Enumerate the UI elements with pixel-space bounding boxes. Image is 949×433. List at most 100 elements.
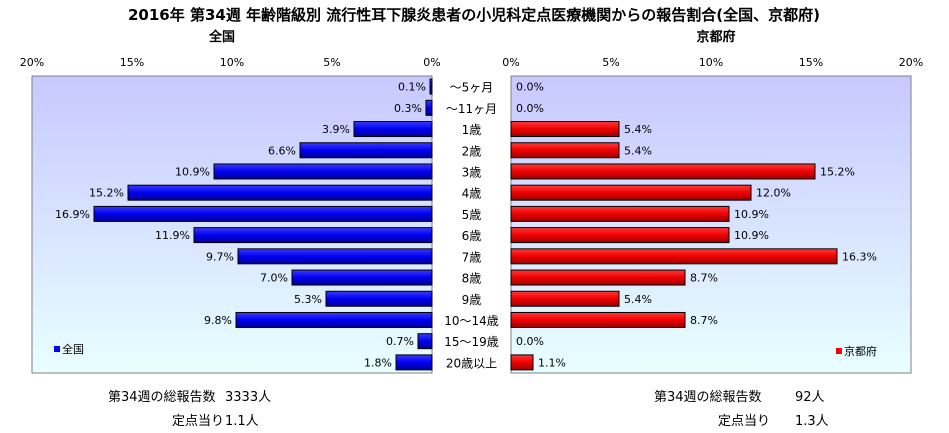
- right-bar: [510, 205, 730, 222]
- right-bar: [510, 142, 620, 159]
- right-bar: [510, 269, 686, 286]
- category-label: ～11ヶ月: [446, 102, 497, 116]
- right-data-label: 12.0%: [756, 187, 791, 200]
- right-x-tick-label: 0%: [502, 56, 519, 69]
- right-x-tick-label: 5%: [602, 56, 619, 69]
- left-data-label: 0.3%: [394, 102, 422, 115]
- left-data-label: 1.8%: [364, 356, 392, 369]
- left-bar: [93, 205, 433, 222]
- left-bar: [291, 269, 433, 286]
- right-bar: [510, 227, 730, 244]
- category-label: 10～14歳: [444, 314, 499, 328]
- left-data-label: 3.9%: [322, 123, 350, 136]
- right-bars: 0.0% 0.0% 5.4% 5.4% 15.2% 12.0% 10.9% 10.9% 16.3…: [510, 81, 877, 371]
- right-data-label: 15.2%: [820, 165, 855, 178]
- category-label: 3歳: [462, 165, 482, 179]
- left-data-label: 9.7%: [206, 250, 234, 263]
- category-label: ～5ヶ月: [450, 81, 494, 95]
- left-bar: [299, 142, 433, 159]
- right-x-tick-label: 15%: [799, 56, 823, 69]
- right-x-ticks: 0% 5% 10% 15% 20%: [502, 56, 923, 69]
- left-bar: [417, 333, 433, 350]
- category-label: 4歳: [462, 187, 482, 201]
- right-bar: [510, 163, 816, 180]
- category-label: 1歳: [462, 123, 482, 137]
- right-data-label: 5.4%: [624, 144, 652, 157]
- left-legend: 全国: [54, 342, 84, 356]
- right-data-label: 16.3%: [842, 250, 877, 263]
- right-per-label: 定点当り: [718, 414, 771, 429]
- left-data-label: 0.7%: [386, 335, 414, 348]
- left-bar: [237, 248, 433, 265]
- left-legend-label: 全国: [62, 342, 84, 356]
- right-data-label: 0.0%: [516, 335, 544, 348]
- left-data-label: 10.9%: [175, 165, 210, 178]
- left-per-value: 1.1人: [225, 414, 259, 429]
- left-bar: [325, 290, 433, 307]
- left-bar: [425, 99, 433, 116]
- right-legend-label: 京都府: [844, 344, 877, 358]
- right-legend-swatch: [836, 348, 842, 354]
- category-label: 7歳: [462, 250, 482, 264]
- category-label: 2歳: [462, 144, 482, 158]
- right-data-label: 8.7%: [690, 314, 718, 327]
- left-bar: [127, 184, 433, 201]
- category-labels: ～5ヶ月 ～11ヶ月 1歳 2歳 3歳 4歳 5歳 6歳 7歳 8歳 9歳 10～14歳 15～19歳 2…: [444, 81, 499, 371]
- left-panel-title: 全国: [208, 29, 235, 45]
- right-data-label: 8.7%: [690, 272, 718, 285]
- left-x-tick-label: 5%: [323, 56, 340, 69]
- left-x-tick-label: 20%: [20, 56, 44, 69]
- left-bars: 0.1% 0.3% 3.9% 6.6% 10.9% 15.2% 16.9% 11.9% 9.7%…: [55, 78, 433, 371]
- right-per-value: 1.3人: [795, 414, 829, 429]
- left-data-label: 16.9%: [55, 208, 90, 221]
- right-data-label: 5.4%: [624, 293, 652, 306]
- category-label: 8歳: [462, 272, 482, 286]
- category-label: 15～19歳: [444, 335, 499, 349]
- left-x-tick-label: 15%: [120, 56, 144, 69]
- left-legend-swatch: [54, 346, 60, 352]
- category-label: 20歳以上: [446, 356, 497, 370]
- right-panel-title: 京都府: [696, 29, 735, 45]
- left-data-label: 9.8%: [204, 314, 232, 327]
- right-data-label: 1.1%: [538, 356, 566, 369]
- right-x-tick-label: 20%: [899, 56, 923, 69]
- right-total-label: 第34週の総報告数: [654, 390, 762, 405]
- right-legend: 京都府: [836, 344, 877, 358]
- right-bar: [510, 290, 620, 307]
- left-bar: [353, 121, 433, 138]
- category-label: 9歳: [462, 293, 482, 307]
- right-bar: [510, 311, 686, 328]
- left-data-label: 11.9%: [155, 229, 190, 242]
- left-data-label: 5.3%: [294, 293, 322, 306]
- right-data-label: 5.4%: [624, 123, 652, 136]
- right-bar: [510, 354, 534, 371]
- left-bar: [193, 227, 433, 244]
- right-plot-area: [510, 75, 912, 374]
- left-bar: [235, 311, 433, 328]
- right-x-tick-label: 10%: [699, 56, 723, 69]
- left-plot-area: [31, 75, 433, 374]
- left-bar: [429, 78, 433, 95]
- right-bar: [510, 184, 752, 201]
- left-total-label: 第34週の総報告数: [108, 390, 216, 405]
- left-x-tick-label: 10%: [220, 56, 244, 69]
- right-data-label: 10.9%: [734, 208, 769, 221]
- right-data-label: 10.9%: [734, 229, 769, 242]
- left-data-label: 0.1%: [398, 81, 426, 94]
- category-label: 5歳: [462, 208, 482, 222]
- left-bar: [213, 163, 433, 180]
- left-data-label: 6.6%: [268, 144, 296, 157]
- left-bar: [395, 354, 433, 371]
- left-data-label: 15.2%: [89, 187, 124, 200]
- left-total-value: 3333人: [225, 390, 272, 405]
- chart-title: 2016年 第34週 年齢階級別 流行性耳下腺炎患者の小児科定点医療機関からの報…: [128, 6, 820, 24]
- right-data-label: 0.0%: [516, 81, 544, 94]
- category-label: 6歳: [462, 229, 482, 243]
- right-bar: [510, 248, 838, 265]
- right-data-label: 0.0%: [516, 102, 544, 115]
- left-per-label: 定点当り: [172, 414, 225, 429]
- right-total-value: 92人: [795, 390, 825, 405]
- left-data-label: 7.0%: [260, 272, 288, 285]
- right-bar: [510, 121, 620, 138]
